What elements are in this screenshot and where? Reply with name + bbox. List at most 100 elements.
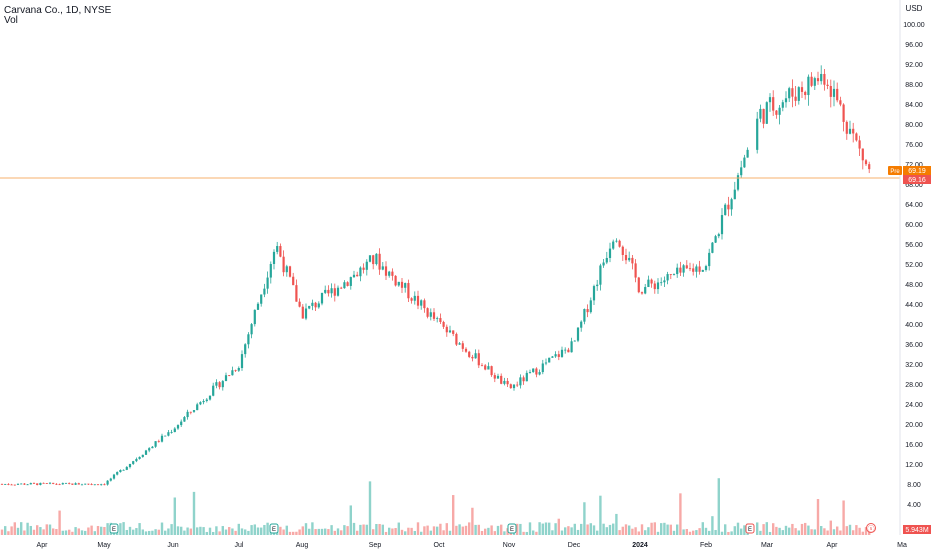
candle-body — [20, 483, 23, 485]
earnings-marker-label: E — [272, 527, 276, 533]
volume-bar — [628, 525, 631, 535]
volume-bar — [58, 510, 61, 535]
y-tick-label: 36.00 — [905, 342, 923, 349]
candle-body — [714, 236, 717, 243]
candle-body — [688, 268, 692, 270]
volume-bar — [426, 525, 429, 535]
volume-bar — [484, 528, 487, 535]
x-tick-label: Sep — [369, 542, 382, 549]
candle-body — [647, 279, 650, 288]
candle-body — [407, 283, 410, 299]
volume-bar — [352, 522, 356, 535]
volume-bar — [608, 524, 612, 535]
candle-body — [695, 266, 698, 272]
volume-bar — [266, 522, 269, 535]
candle-body — [842, 104, 845, 122]
candle-body — [772, 97, 775, 111]
candle-body — [640, 292, 644, 294]
volume-bar — [736, 522, 740, 535]
earnings-marker[interactable]: E — [269, 523, 279, 534]
y-tick-label: 48.00 — [905, 282, 923, 289]
volume-bar — [180, 526, 183, 535]
volume-bar — [10, 526, 13, 535]
split-marker[interactable]: ⓢ — [866, 523, 876, 534]
volume-bar — [160, 522, 164, 535]
volume-bar — [631, 528, 634, 535]
candle-body — [807, 76, 810, 96]
candle-body — [484, 365, 487, 370]
earnings-marker[interactable]: E — [507, 523, 517, 534]
volume-bar — [701, 522, 704, 535]
volume-bar — [781, 530, 784, 535]
volume-bar — [224, 529, 228, 535]
y-tick-label: 60.00 — [905, 222, 923, 229]
candle-body — [298, 301, 301, 307]
candle-body — [823, 73, 826, 85]
candle-body — [4, 483, 7, 485]
candle-body — [109, 478, 112, 481]
candle-body — [692, 268, 695, 272]
x-axis[interactable]: Apr May Jun Jul Aug Sep Oct Nov Dec 2024 Feb Mar Apr… — [37, 542, 907, 549]
candle-body — [176, 425, 180, 429]
volume-bar — [228, 527, 231, 535]
volume-bar — [64, 530, 68, 535]
volume-bar — [282, 529, 285, 535]
candle-body — [634, 263, 637, 278]
candle-body — [839, 100, 842, 105]
candle-body — [679, 267, 682, 273]
volume-legend-label[interactable]: Vol — [4, 15, 18, 26]
candle-body — [157, 441, 160, 442]
candle-body — [810, 76, 813, 86]
candle-body — [602, 262, 605, 266]
candle-body — [349, 277, 352, 286]
volume-bar — [87, 527, 90, 535]
volume-bar — [410, 527, 413, 535]
volume-bar — [68, 529, 71, 535]
candle-body — [391, 271, 394, 276]
candle-body — [116, 472, 119, 475]
volume-bar — [413, 531, 416, 535]
earnings-marker[interactable]: E — [745, 523, 755, 534]
y-tick-label: 32.00 — [905, 362, 923, 369]
volume-bar — [612, 523, 615, 535]
candle-body — [637, 277, 640, 293]
earnings-marker[interactable]: E — [109, 523, 119, 534]
volume-bar — [471, 507, 474, 535]
volume-bar — [292, 531, 295, 535]
candle-body — [813, 78, 816, 86]
candle-body — [432, 312, 436, 319]
candle-body — [845, 121, 848, 134]
y-axis[interactable]: 4.00 8.00 12.00 16.00 20.00 24.00 28.00 32.00 36… — [903, 22, 925, 509]
candle-body — [333, 288, 336, 296]
candle-body — [612, 241, 615, 249]
candle-body — [23, 483, 26, 485]
candle-body — [269, 263, 272, 278]
candle-body — [205, 399, 208, 402]
volume-bar — [20, 522, 23, 535]
volume-bar — [586, 524, 589, 535]
candle-body — [365, 261, 368, 270]
candle-body — [736, 175, 740, 190]
x-tick-label: Ma — [897, 542, 907, 549]
chart-title[interactable]: Carvana Co., 1D, NYSE — [4, 5, 112, 16]
volume-bar — [768, 531, 772, 535]
volume-bar — [538, 522, 541, 535]
candle-body — [672, 274, 676, 275]
candle-body — [666, 274, 669, 281]
volume-bar — [240, 528, 244, 535]
volume-bar — [125, 529, 128, 535]
candle-body — [208, 395, 212, 400]
candle-body — [784, 98, 788, 103]
x-tick-label: Oct — [434, 542, 445, 549]
volume-bar — [7, 531, 10, 535]
candle-body — [541, 363, 544, 373]
volume-bar — [717, 478, 720, 535]
candle-body — [372, 255, 375, 265]
candle-body — [39, 482, 42, 485]
candle-body — [480, 365, 484, 367]
candle-body — [474, 353, 477, 359]
candle-body — [682, 265, 685, 273]
candle-body — [525, 372, 528, 382]
volume-bar — [256, 527, 260, 535]
